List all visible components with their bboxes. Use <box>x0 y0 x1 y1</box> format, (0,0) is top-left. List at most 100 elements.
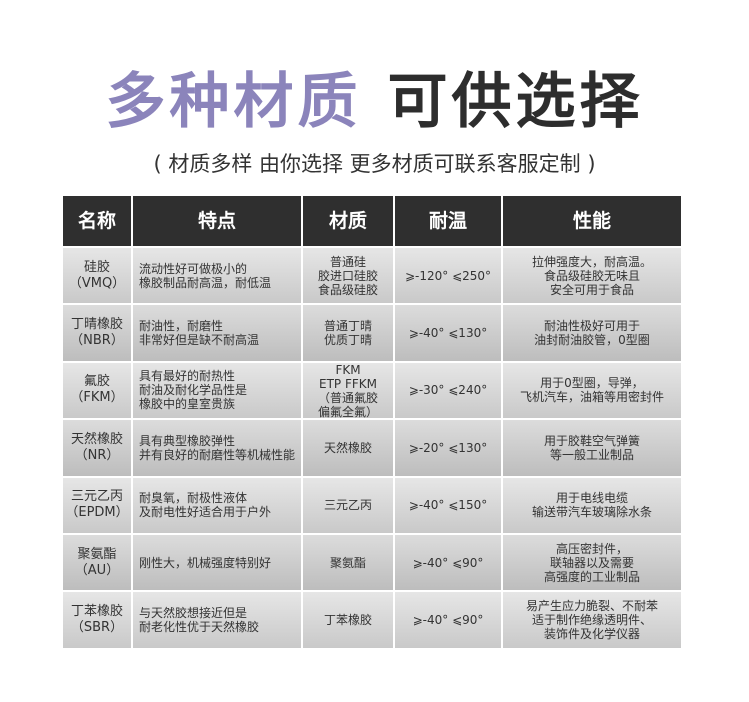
cell-text: 聚氨酯 <box>329 555 366 570</box>
cell-text: 耐油性极好可用于 <box>543 319 640 334</box>
cell-text: 耐老化性优于天然橡胶 <box>139 620 260 635</box>
cell-text: 天然橡胶 <box>323 440 372 455</box>
cell-text: FKM <box>335 362 361 377</box>
cell-text: 硅胶 <box>83 259 110 275</box>
table-cell: FKM ETP FFKM （普通氟胶 偏氟全氟） <box>303 362 393 419</box>
cell-text: 飞机汽车，油箱等用密封件 <box>519 390 664 405</box>
table-cell: 与天然胶想接近但是 耐老化性优于天然橡胶 <box>133 592 301 648</box>
cell-text: 丁苯橡胶 <box>323 613 372 628</box>
cell-text: 用于电线电缆 <box>555 491 628 506</box>
table-cell: 丁晴橡胶 （NBR） <box>63 305 131 361</box>
cell-text: ⩾-120° ⩽250° <box>404 268 492 283</box>
table-cell: 具有典型橡胶弹性 并有良好的耐磨性等机械性能 <box>133 420 301 476</box>
title-accent: 多种材质 <box>105 67 362 137</box>
cell-text: 三元乙丙 <box>70 489 123 505</box>
cell-text: 优质丁晴 <box>323 333 372 348</box>
cell-text: 耐油性，耐磨性 <box>139 319 224 334</box>
cell-text: 并有良好的耐磨性等机械性能 <box>139 447 296 462</box>
table-cell: ⩾-40° ⩽90° <box>395 535 501 591</box>
cell-text: 流动性好可做极小的 <box>139 261 248 276</box>
cell-text: 非常好但是缺不耐高温 <box>139 333 260 348</box>
cell-text: 适于制作绝缘透明件、 <box>531 613 652 628</box>
table-cell: 聚氨酯 <box>303 535 393 591</box>
table-cell: ⩾-40° ⩽150° <box>395 477 501 533</box>
column-header: 性能 <box>503 196 681 246</box>
cell-text: ⩾-20° ⩽130° <box>408 440 488 455</box>
cell-text: 偏氟全氟） <box>317 404 378 419</box>
cell-text: 橡胶制品耐高温，耐低温 <box>139 275 272 290</box>
cell-text: 氟胶 <box>83 374 110 390</box>
cell-text: 输送带汽车玻璃除水条 <box>531 505 652 520</box>
table-cell: 聚氨酯 （AU） <box>63 535 131 591</box>
table-cell: 普通硅 胶进口硅胶 食品级硅胶 <box>303 248 393 304</box>
cell-text: 安全可用于食品 <box>549 282 634 297</box>
table-cell: ⩾-30° ⩽240° <box>395 362 501 419</box>
table-cell: 流动性好可做极小的 橡胶制品耐高温，耐低温 <box>133 248 301 304</box>
table-cell: ⩾-120° ⩽250° <box>395 248 501 304</box>
cell-text: 具有最好的耐热性 <box>139 369 236 384</box>
column-header: 耐温 <box>395 196 501 246</box>
table-cell: 用于0型圈，导弹， 飞机汽车，油箱等用密封件 <box>503 362 681 419</box>
cell-text: 胶进口硅胶 <box>317 268 378 283</box>
table-cell: 高压密封件， 联轴器以及需要 高强度的工业制品 <box>503 535 681 591</box>
table-cell: ⩾-40° ⩽90° <box>395 592 501 648</box>
table-cell: 易产生应力脆裂、不耐苯 适于制作绝缘透明件、 装饰件及化学仪器 <box>503 592 681 648</box>
table-cell: 用于胶鞋空气弹簧 等一般工业制品 <box>503 420 681 476</box>
cell-text: 及耐电性好适合用于户外 <box>139 505 272 520</box>
table-cell: 三元乙丙 （EPDM） <box>63 477 131 533</box>
cell-text: 天然橡胶 <box>70 431 123 447</box>
cell-text: ⩾-40° ⩽90° <box>412 613 484 628</box>
cell-text: 丁晴橡胶 <box>70 317 123 333</box>
cell-text: ⩾-40° ⩽90° <box>412 555 484 570</box>
cell-text: 普通硅 <box>329 254 366 269</box>
table-cell: 氟胶 （FKM） <box>63 362 131 419</box>
cell-text: 装饰件及化学仪器 <box>543 627 640 642</box>
table-cell: 耐油性，耐磨性 非常好但是缺不耐高温 <box>133 305 301 361</box>
column-header: 名称 <box>63 196 131 246</box>
table-cell: 刚性大，机械强度特别好 <box>133 535 301 591</box>
cell-text: 联轴器以及需要 <box>549 555 634 570</box>
cell-text: 等一般工业制品 <box>549 447 634 462</box>
table-cell: 用于电线电缆 输送带汽车玻璃除水条 <box>503 477 681 533</box>
cell-text: 拉伸强度大，耐高温。 <box>531 254 652 269</box>
cell-text: （普通氟胶 <box>317 390 378 405</box>
cell-text: 耐油及耐化学品性是 <box>139 383 248 398</box>
cell-text: 食品级硅胶无味且 <box>543 268 640 283</box>
cell-text: （AU） <box>74 562 120 578</box>
table-cell: 具有最好的耐热性 耐油及耐化学品性是 橡胶中的皇室贵族 <box>133 362 301 419</box>
table-cell: 丁苯橡胶 <box>303 592 393 648</box>
column-header: 材质 <box>303 196 393 246</box>
table-cell: ⩾-20° ⩽130° <box>395 420 501 476</box>
cell-text: 食品级硅胶 <box>317 282 378 297</box>
table-cell: 天然橡胶 <box>303 420 393 476</box>
cell-text: 高强度的工业制品 <box>543 569 640 584</box>
cell-text: 聚氨酯 <box>77 546 117 562</box>
cell-text: 高压密封件， <box>555 541 628 556</box>
cell-text: 丁苯橡胶 <box>70 604 123 620</box>
cell-text: 油封耐油胶管，0型圈 <box>534 333 650 348</box>
cell-text: 耐臭氧，耐极性液体 <box>139 491 248 506</box>
cell-text: 刚性大，机械强度特别好 <box>139 555 272 570</box>
cell-text: （SBR） <box>70 620 124 636</box>
table-cell: 硅胶 （VMQ） <box>63 248 131 304</box>
table-cell: 丁苯橡胶 （SBR） <box>63 592 131 648</box>
cell-text: 用于胶鞋空气弹簧 <box>543 433 640 448</box>
table-cell: 天然橡胶 （NR） <box>63 420 131 476</box>
cell-text: （VMQ） <box>68 275 126 291</box>
cell-text: 普通丁晴 <box>323 319 372 334</box>
cell-text: ⩾-40° ⩽130° <box>408 326 488 341</box>
cell-text: （NR） <box>74 447 120 463</box>
cell-text: 用于0型圈，导弹， <box>540 376 644 391</box>
table-cell: 三元乙丙 <box>303 477 393 533</box>
table-cell: 拉伸强度大，耐高温。 食品级硅胶无味且 安全可用于食品 <box>503 248 681 304</box>
cell-text: ETP FFKM <box>319 376 377 391</box>
column-header: 特点 <box>133 196 301 246</box>
subtitle: ( 材质多样 由你选择 更多材质可联系客服定制 ) <box>153 152 596 176</box>
cell-text: ⩾-30° ⩽240° <box>408 383 488 398</box>
cell-text: （NBR） <box>70 333 124 349</box>
table-cell: 耐油性极好可用于 油封耐油胶管，0型圈 <box>503 305 681 361</box>
title-main: 可供选择 <box>387 67 644 137</box>
cell-text: （EPDM） <box>65 505 129 521</box>
table-cell: ⩾-40° ⩽130° <box>395 305 501 361</box>
